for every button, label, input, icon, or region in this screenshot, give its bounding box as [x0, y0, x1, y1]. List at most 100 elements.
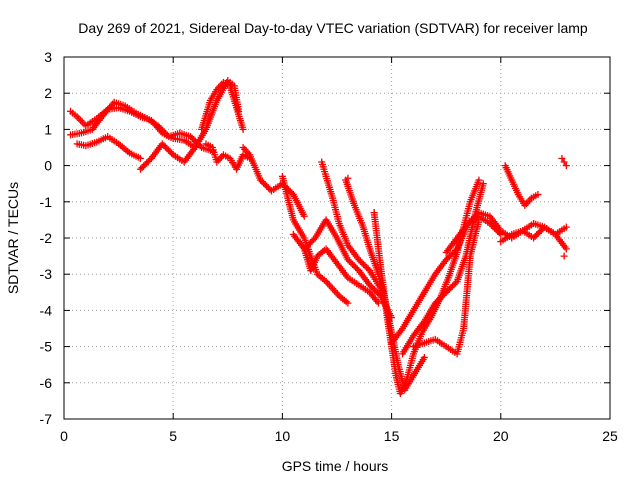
data-marker [161, 143, 169, 151]
data-point [464, 220, 472, 228]
data-marker [162, 130, 170, 138]
data-marker [436, 295, 444, 303]
data-marker [159, 126, 167, 134]
data-point [562, 245, 570, 253]
data-marker [141, 161, 149, 169]
data-marker [441, 290, 449, 298]
data-marker [448, 250, 456, 258]
data-point [530, 234, 538, 242]
data-marker [472, 212, 480, 220]
y-axis-label: SDTVAR / TECUs [5, 182, 21, 294]
data-marker [372, 287, 380, 295]
data-marker [467, 216, 475, 224]
data-marker [263, 182, 271, 190]
data-point [442, 256, 450, 264]
data-point [136, 165, 144, 173]
data-point [479, 180, 487, 188]
data-marker [445, 285, 453, 293]
data-point [344, 299, 352, 307]
x-tick-label: 5 [169, 428, 177, 444]
data-layer [67, 77, 570, 398]
data-point [431, 299, 439, 307]
data-marker [306, 239, 314, 247]
data-marker [447, 284, 455, 292]
data-marker [358, 259, 366, 267]
y-tick-label: -6 [40, 375, 53, 391]
data-marker [360, 260, 368, 268]
data-marker [447, 251, 455, 259]
data-marker [470, 213, 478, 221]
data-marker [534, 229, 542, 237]
data-point [534, 191, 542, 199]
data-marker [166, 148, 174, 156]
data-marker [452, 246, 460, 254]
data-point [374, 299, 382, 307]
data-marker [305, 240, 313, 248]
data-marker [438, 293, 446, 301]
x-tick-label: 20 [493, 428, 509, 444]
data-marker [302, 243, 310, 251]
data-point [560, 252, 568, 260]
y-tick-label: 0 [44, 158, 52, 174]
series-track-3 [73, 133, 144, 162]
series-track-9 [289, 230, 382, 307]
series-track-15 [399, 180, 487, 358]
data-point [355, 256, 363, 264]
data-point [344, 174, 352, 182]
series-track-20 [530, 220, 570, 253]
data-marker [531, 232, 539, 240]
data-marker [138, 164, 146, 172]
data-marker [444, 254, 452, 262]
y-tick-label: 3 [44, 49, 52, 65]
series-track-16 [409, 216, 483, 358]
x-axis-label: GPS time / hours [282, 458, 389, 474]
data-marker [163, 145, 171, 153]
data-marker [450, 248, 458, 256]
data-point [558, 154, 566, 162]
data-point [562, 223, 570, 231]
y-tick-label: 1 [44, 121, 52, 137]
data-marker [288, 189, 296, 197]
data-marker [345, 257, 353, 265]
data-point [366, 281, 374, 289]
data-marker [352, 263, 360, 271]
y-tick-label: -5 [40, 339, 53, 355]
data-marker [160, 128, 168, 136]
data-point [300, 245, 308, 253]
data-marker [434, 296, 442, 304]
data-point [154, 122, 162, 130]
x-tick-label: 15 [384, 428, 400, 444]
data-point [257, 176, 265, 184]
data-point [344, 256, 352, 264]
y-tick-label: -2 [40, 230, 53, 246]
data-marker [361, 262, 369, 270]
data-point [475, 216, 483, 224]
y-tick-label: -4 [40, 302, 53, 318]
y-tick-label: -7 [40, 411, 53, 427]
data-point [475, 176, 483, 184]
x-tick-label: 25 [602, 428, 618, 444]
data-marker [473, 210, 481, 218]
data-marker [536, 228, 544, 236]
y-tick-label: -1 [40, 194, 53, 210]
x-tick-label: 10 [275, 428, 291, 444]
data-point [370, 209, 378, 217]
x-tick-label: 0 [60, 428, 68, 444]
data-marker [144, 157, 152, 165]
data-marker [444, 287, 452, 295]
data-marker [190, 136, 198, 144]
data-marker [445, 253, 453, 261]
data-marker [537, 226, 545, 234]
data-marker [469, 215, 477, 223]
data-marker [188, 134, 196, 142]
axis-ticks: 0 5 10 15 20 25 -7 -6 -5 -4 -3 -2 -1 0 1 2 3 [40, 49, 618, 444]
data-marker [165, 146, 173, 154]
data-marker [370, 286, 378, 294]
data-marker [433, 298, 441, 306]
y-tick-label: 2 [44, 85, 52, 101]
data-marker [308, 237, 316, 245]
data-marker [160, 141, 168, 149]
data-marker [533, 231, 541, 239]
